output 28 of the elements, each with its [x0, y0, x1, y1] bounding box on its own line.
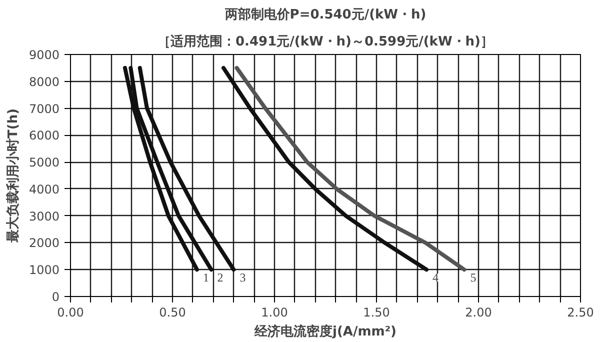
x-tick-label: 1.00 — [261, 306, 288, 320]
y-tick-label: 2000 — [28, 236, 60, 250]
x-tick-label: 2.50 — [567, 306, 594, 320]
series-label: 2 — [217, 270, 224, 285]
y-tick-label: 4000 — [28, 182, 60, 196]
y-axis-title: 最大负载利用小时T(h) — [4, 108, 21, 244]
series-label: 1 — [202, 270, 209, 285]
y-tick-label: 7000 — [28, 102, 60, 116]
y-tick-label: 6000 — [28, 128, 60, 143]
line-series — [222, 66, 428, 272]
y-tick-label: 8000 — [28, 74, 60, 89]
y-tick-label: 5000 — [28, 156, 60, 170]
y-tick-label: 0 — [52, 290, 60, 304]
x-tick-label: 0.50 — [159, 306, 186, 320]
series-label: 4 — [432, 270, 438, 285]
series-label: 5 — [470, 270, 476, 285]
line-series — [138, 66, 236, 272]
x-tick-label: 2.00 — [465, 306, 492, 320]
x-axis-title: 经济电流密度j(A/mm²) — [254, 324, 396, 340]
line-series — [234, 66, 466, 272]
y-tick-label: 3000 — [28, 209, 60, 224]
chart-title: 两部制电价P=0.540元/(kW・h) — [224, 6, 426, 22]
x-tick-label: 0.00 — [57, 306, 84, 320]
y-tick-label: 9000 — [28, 48, 60, 62]
chart-subtitle: ［适用范围：0.491元/(kW・h)～0.599元/(kW・h)］ — [158, 34, 494, 50]
series-label: 3 — [240, 270, 246, 285]
x-tick-label: 1.50 — [363, 306, 390, 320]
y-tick-label: 1000 — [28, 263, 60, 278]
